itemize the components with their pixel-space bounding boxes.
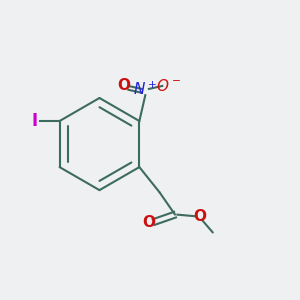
Text: I: I <box>31 112 38 130</box>
Text: O: O <box>193 208 206 224</box>
Text: O: O <box>142 214 155 230</box>
Text: O: O <box>117 78 130 93</box>
Text: $N^+$: $N^+$ <box>133 81 158 98</box>
Text: $O^-$: $O^-$ <box>156 78 181 94</box>
